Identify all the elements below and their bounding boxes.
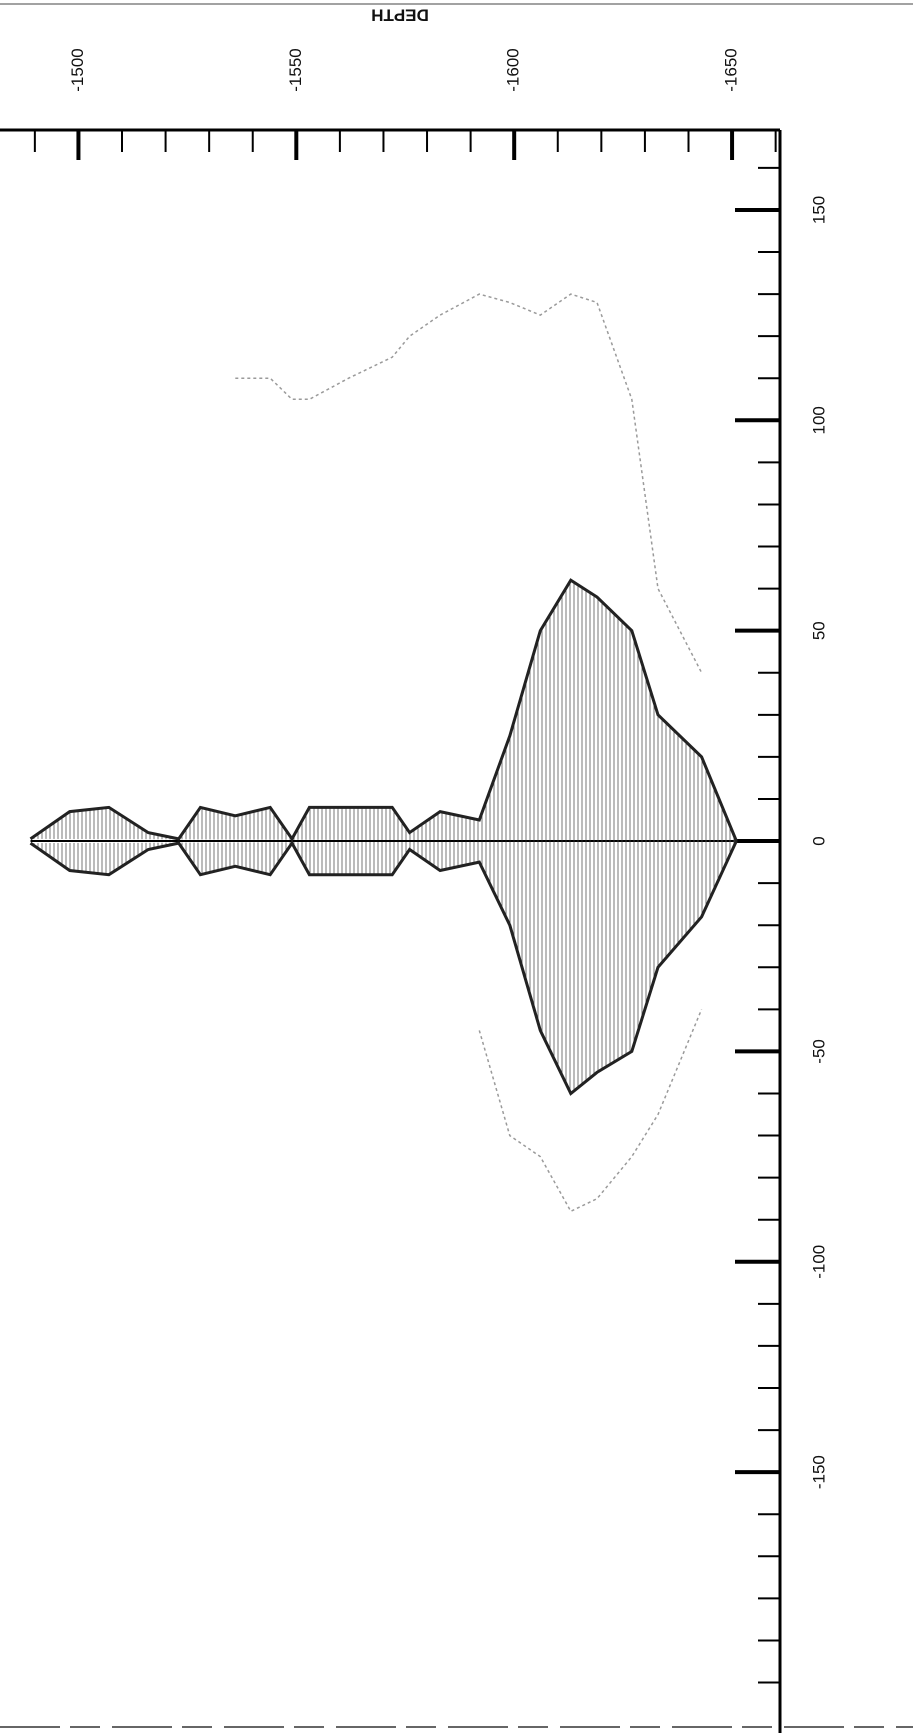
y-tick-label: -150 [809, 1455, 828, 1489]
x-tick-label: -1650 [722, 48, 741, 91]
outer-envelope [235, 294, 701, 673]
chart: DEPTH -1500 -1550 -1600 -1650 150 100 50 0 -50 -1… [0, 0, 913, 1733]
x-tick-label: -1500 [68, 48, 87, 91]
y-tick-label: -50 [809, 1039, 828, 1064]
y-tick-label: 0 [809, 836, 828, 845]
chart-title: DEPTH [371, 6, 429, 25]
profile-line [31, 841, 737, 1094]
y-tick-label: 150 [809, 196, 828, 224]
profile-line [31, 580, 737, 841]
y-tick-label: 100 [809, 406, 828, 434]
y-tick-label: -100 [809, 1245, 828, 1279]
y-tick-label: 50 [809, 621, 828, 640]
page: {"chart_data": {"type": "line", "title":… [0, 0, 913, 1733]
x-tick-label: -1550 [286, 48, 305, 91]
x-tick-label: -1600 [504, 48, 523, 91]
